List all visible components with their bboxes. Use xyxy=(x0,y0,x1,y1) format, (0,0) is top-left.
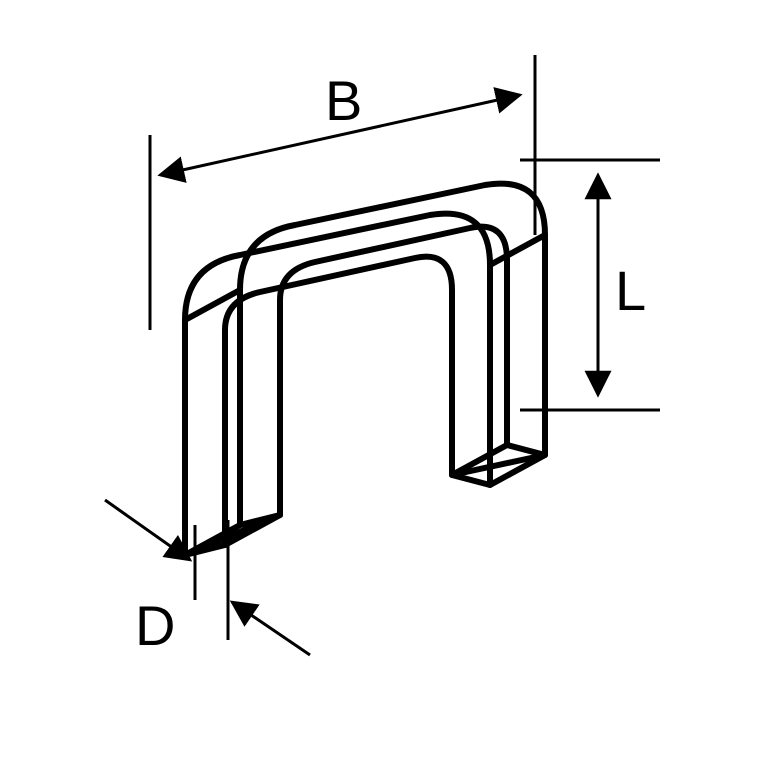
left-leg-tip-diag xyxy=(185,515,280,555)
dim-D-arrow-bottom xyxy=(232,602,310,655)
dim-D-label: D xyxy=(135,594,175,657)
dim-D-arrow-top xyxy=(105,500,190,560)
staple-body xyxy=(185,184,545,555)
staple-dimension-diagram: B L D xyxy=(0,0,761,761)
staple-front-inner xyxy=(225,257,452,545)
edge-top-right-outer xyxy=(490,235,545,265)
dim-L-label: L xyxy=(615,259,646,322)
dim-B-label: B xyxy=(325,69,362,132)
